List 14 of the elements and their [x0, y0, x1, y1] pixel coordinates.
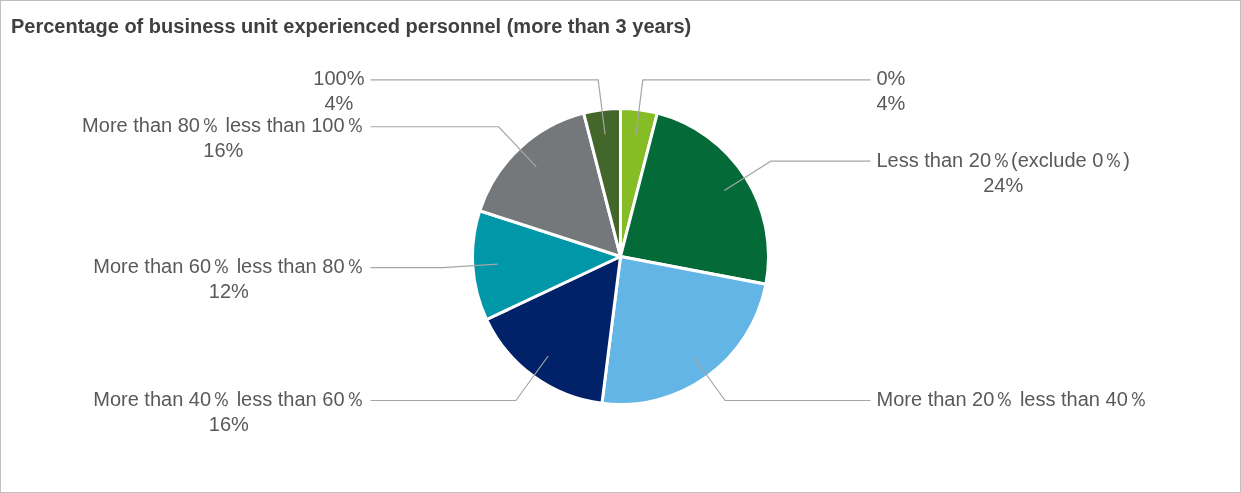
data-label: 4%: [324, 92, 354, 115]
data-label: 24%: [983, 173, 1024, 196]
slice-label: More than 20％ less than 40％: [876, 388, 1148, 411]
slice-label: More than 40％ less than 60％: [93, 388, 365, 411]
data-label: 16%: [208, 413, 250, 436]
slice-label: 0%: [876, 67, 906, 90]
data-label: 4%: [876, 92, 906, 115]
slice-label: More than 80％ less than 100％: [82, 114, 365, 137]
slice-label: Less than 20％(exclude 0％): [876, 148, 1130, 171]
data-label: 12%: [208, 280, 250, 303]
chart-title: Percentage of business unit experienced personnel (more than 3 years): [11, 15, 692, 38]
slice-label: 100%: [313, 67, 365, 90]
slice-label: More than 60％ less than 80％: [93, 255, 365, 278]
data-label: 16%: [203, 139, 244, 162]
